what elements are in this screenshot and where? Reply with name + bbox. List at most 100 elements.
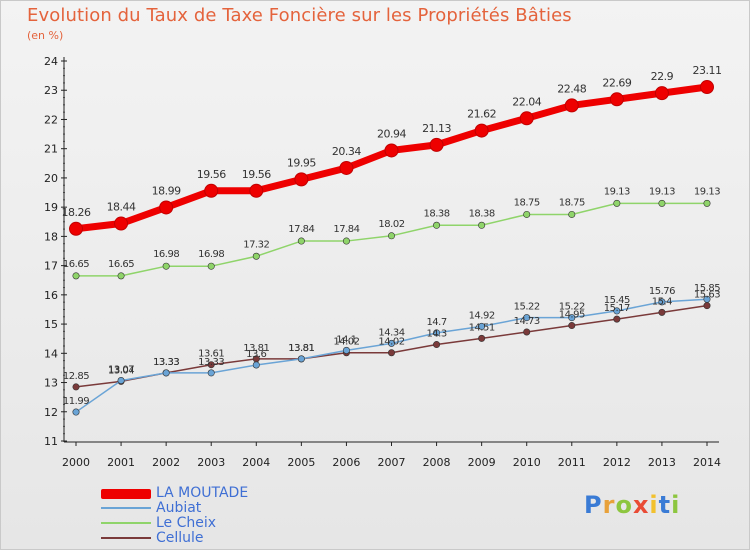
x-tick-label: 2014 <box>693 456 721 469</box>
data-label-cellule: 13.61 <box>198 349 224 360</box>
data-point-la-moutade <box>114 216 129 231</box>
data-point-la-moutade <box>339 160 354 175</box>
data-label-aubiat: 11.99 <box>63 396 89 407</box>
data-label-le-cheix: 17.32 <box>243 239 269 250</box>
data-point-le-cheix <box>342 237 350 245</box>
data-label-aubiat: 15.76 <box>649 286 675 297</box>
data-point-le-cheix <box>478 221 486 229</box>
y-tick-label: 17 <box>44 260 58 273</box>
data-label-la-moutade: 19.95 <box>287 156 316 169</box>
y-tick-label: 15 <box>44 318 58 331</box>
data-label-la-moutade: 19.56 <box>197 168 226 181</box>
data-point-la-moutade <box>474 123 489 138</box>
data-point-le-cheix <box>658 199 666 207</box>
data-label-aubiat: 14.34 <box>378 327 404 338</box>
data-label-la-moutade: 18.99 <box>152 184 181 197</box>
data-label-cellule: 13.04 <box>108 365 134 376</box>
data-label-aubiat: 14.7 <box>426 317 446 328</box>
data-point-aubiat <box>117 376 125 384</box>
data-point-cellule <box>433 341 441 349</box>
data-label-la-moutade: 22.04 <box>512 95 541 108</box>
data-point-le-cheix <box>387 232 395 240</box>
data-label-aubiat: 15.22 <box>514 302 540 313</box>
data-point-aubiat <box>703 295 711 303</box>
data-label-aubiat: 15.85 <box>694 283 720 294</box>
x-tick-label: 2013 <box>648 456 676 469</box>
x-tick-label: 2009 <box>468 456 496 469</box>
data-label-la-moutade: 20.34 <box>332 145 361 158</box>
data-point-aubiat <box>387 339 395 347</box>
x-tick-label: 2010 <box>513 456 541 469</box>
data-label-le-cheix: 19.13 <box>649 186 675 197</box>
y-tick-label: 14 <box>44 347 58 360</box>
data-label-cellule: 14.3 <box>426 329 446 340</box>
data-point-aubiat <box>72 408 80 416</box>
data-point-cellule <box>72 383 80 391</box>
data-point-aubiat <box>252 361 260 369</box>
data-label-aubiat: 15.45 <box>604 295 630 306</box>
data-label-le-cheix: 16.65 <box>63 259 89 270</box>
x-tick-label: 2007 <box>378 456 406 469</box>
data-label-cellule: 14.73 <box>514 316 540 327</box>
x-tick-label: 2001 <box>107 456 135 469</box>
data-point-la-moutade <box>564 98 579 113</box>
y-tick-label: 20 <box>44 172 58 185</box>
data-label-cellule: 12.85 <box>63 371 89 382</box>
chart-title: Evolution du Taux de Taxe Foncière sur l… <box>27 5 572 26</box>
data-point-cellule <box>658 308 666 316</box>
data-label-cellule: 13.81 <box>288 343 314 354</box>
data-label-cellule: 14.02 <box>378 337 404 348</box>
data-label-la-moutade: 18.44 <box>107 201 136 214</box>
data-label-aubiat: 14.1 <box>336 334 356 345</box>
data-point-le-cheix <box>207 262 215 270</box>
y-tick-label: 21 <box>44 143 58 156</box>
data-point-le-cheix <box>613 199 621 207</box>
data-point-aubiat <box>478 322 486 330</box>
legend-label-le-cheix: Le Cheix <box>156 515 217 531</box>
data-point-cellule <box>613 315 621 323</box>
x-tick-label: 2012 <box>603 456 631 469</box>
data-label-aubiat: 13.81 <box>288 343 314 354</box>
data-label-le-cheix: 16.98 <box>198 249 224 260</box>
data-label-le-cheix: 16.98 <box>153 249 179 260</box>
data-point-cellule <box>523 328 531 336</box>
legend-label-la-moutade: LA MOUTADE <box>156 485 249 501</box>
x-tick-label: 2003 <box>197 456 225 469</box>
legend-swatch-aubiat <box>101 507 151 509</box>
data-point-la-moutade <box>159 200 174 215</box>
data-point-le-cheix <box>703 199 711 207</box>
x-tick-label: 2011 <box>558 456 586 469</box>
data-point-la-moutade <box>69 221 83 236</box>
data-point-aubiat <box>613 307 621 315</box>
y-tick-label: 18 <box>44 230 58 243</box>
data-label-cellule: 15.17 <box>604 303 630 314</box>
data-point-cellule <box>207 361 215 369</box>
data-point-aubiat <box>658 298 666 306</box>
data-label-aubiat: 13.33 <box>198 357 224 368</box>
data-point-aubiat <box>342 346 350 354</box>
x-tick-label: 2008 <box>423 456 451 469</box>
data-label-le-cheix: 16.65 <box>108 259 134 270</box>
y-tick-label: 11 <box>44 435 58 448</box>
data-point-le-cheix <box>117 272 125 280</box>
legend-swatch-la-moutade <box>101 489 151 499</box>
data-label-aubiat: 15.22 <box>559 302 585 313</box>
data-point-le-cheix <box>297 237 305 245</box>
x-tick-label: 2000 <box>62 456 90 469</box>
data-label-la-moutade: 22.48 <box>557 82 586 95</box>
x-tick-label: 2006 <box>332 456 360 469</box>
y-tick-label: 23 <box>44 84 58 97</box>
data-point-aubiat <box>162 369 170 377</box>
data-point-le-cheix <box>252 252 260 260</box>
data-point-aubiat <box>523 314 531 322</box>
data-label-la-moutade: 22.9 <box>651 70 674 83</box>
legend-swatch-le-cheix <box>101 522 151 524</box>
data-label-la-moutade: 19.56 <box>242 168 271 181</box>
data-label-cellule: 14.51 <box>469 322 495 333</box>
y-tick-label: 22 <box>44 113 58 126</box>
data-label-la-moutade: 21.13 <box>422 122 451 135</box>
data-label-le-cheix: 18.75 <box>559 197 585 208</box>
data-point-aubiat <box>207 369 215 377</box>
data-point-aubiat <box>568 314 576 322</box>
data-label-cellule: 14.95 <box>559 310 585 321</box>
